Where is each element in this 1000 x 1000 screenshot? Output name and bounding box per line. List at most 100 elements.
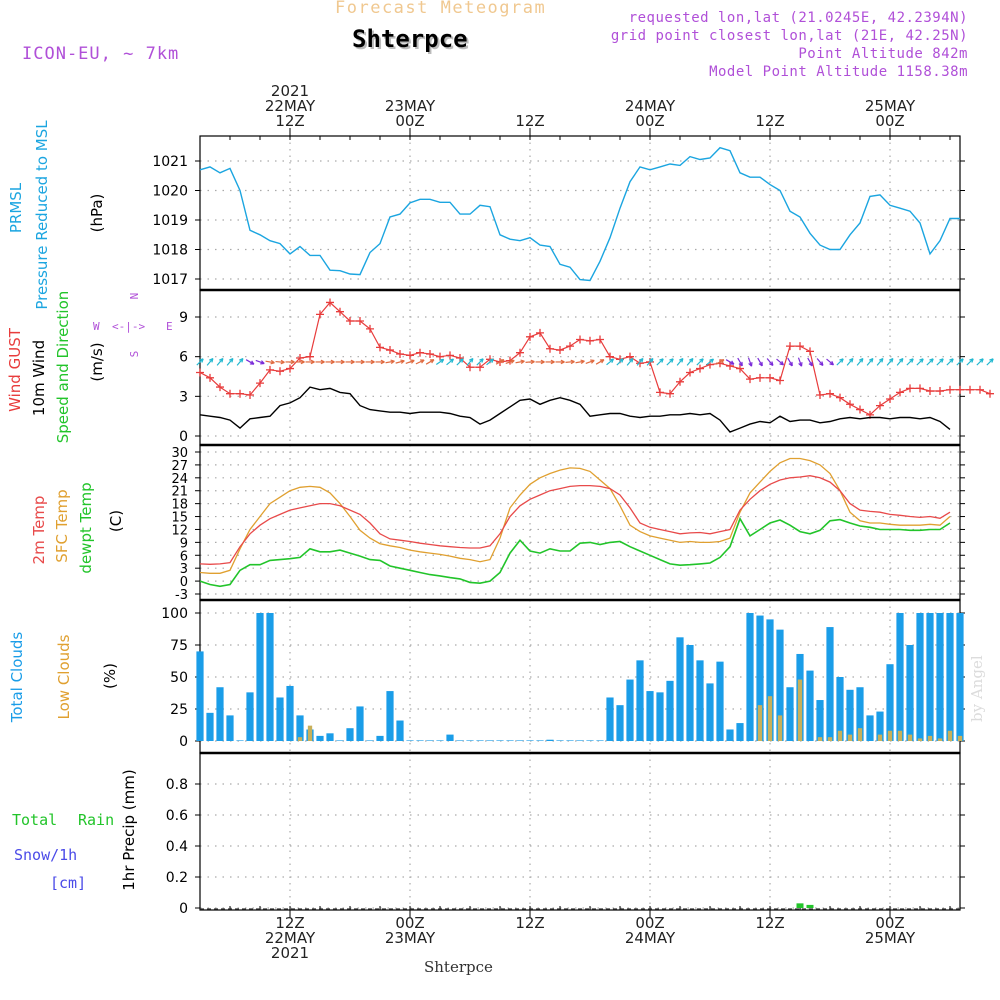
temp-unit: (C) [107,510,125,532]
low-cloud-bar [897,730,903,741]
compass-s: S [128,351,141,358]
wind-arrow [896,358,904,366]
wind-arrow [216,358,224,366]
wind-arrow [515,360,525,364]
x-tick-label: 00Z [875,914,904,932]
low-cloud-bar [847,734,853,741]
wind-arrow-head [530,359,535,365]
wind-arrow-head [638,357,644,363]
wind-arrow-head [400,359,405,364]
gust-marker [676,377,684,386]
gust-marker [736,364,744,373]
wind-arrow [255,359,265,365]
gust-marker [296,353,304,362]
wind-arrow-head [848,357,854,363]
low-cloud-bar [857,728,863,741]
wind-arrow [807,357,813,367]
sfc-temp-label: SFC Temp [53,489,71,562]
gust-marker [636,359,644,368]
gust-marker [856,405,864,414]
low-cloud-bar [307,725,313,741]
y-tick-label: 1020 [152,184,188,200]
gust-marker [596,335,604,344]
gust-marker [796,342,804,351]
total-cloud-bar [906,645,914,741]
total-cloud-bar [426,740,434,741]
gust-marker [316,310,324,319]
x-tick-label: 00Z [395,914,424,932]
wind-arrow [395,360,405,364]
total-cloud-bar [506,740,514,741]
y-tick-label: 21 [171,485,188,500]
wind-arrow-head [609,358,614,363]
low-cloud-bar [947,730,953,741]
total-cloud-bar [866,715,874,741]
wind-arrow [696,358,704,366]
gust-marker [396,350,404,359]
gust-marker [236,389,244,398]
wind-arrow [866,358,874,366]
wind-arrow [275,360,285,363]
wind-arrow-head [370,359,375,365]
gust-marker [366,324,374,333]
compass-e: E [166,320,173,333]
gust-marker [966,385,974,394]
wind-arrow [595,359,605,365]
wind-arrow [816,358,824,366]
gust-marker [876,401,884,410]
x-tick-label: 00Z [875,112,904,130]
x-tick-label: 25MAY [865,97,916,115]
gust-marker [926,387,934,396]
total-cloud-bar [766,619,774,741]
wind-arrow-head [738,361,743,367]
wind-arrow [446,358,454,366]
x-tick-label: 22MAY [265,929,316,947]
x-tick-label: 12Z [515,112,544,130]
wind-arrow-head [550,359,555,365]
y-tick-label: 6 [179,350,188,366]
wind-arrow [676,358,684,366]
x-tick-label: 00Z [635,914,664,932]
y-tick-label: 0 [179,734,188,750]
gust-marker [456,353,464,362]
wind-arrow-head [779,360,784,366]
wind-arrow [986,358,994,366]
total-cloud-bar [666,680,674,741]
wind-arrow-head [919,358,924,363]
wind-arrow-head [768,361,774,366]
temp-2m-line [199,475,951,565]
wind-arrow [856,358,864,366]
total-cloud-bar [786,687,794,741]
wind-arrow-head [648,357,654,363]
wind-arrow-head [468,357,474,363]
total-cloud-bar [616,705,624,741]
wind-arrow-head [560,359,565,365]
total-cloud-bar [516,740,524,741]
total-cloud-bar [896,613,904,741]
wind-arrow [456,358,464,366]
wind-arrow-head [429,359,435,364]
wind-arrow [236,358,244,366]
panel-frame [199,289,961,446]
total-cloud-bar [956,613,964,741]
wind-arrow [265,360,275,364]
total-cloud-bar [676,637,684,741]
x-tick-label: 12Z [755,112,784,130]
total-cloud-bar [696,660,704,741]
total-cloud-bar [586,740,594,741]
total-cloud-bar [776,629,784,741]
pressure-line [199,146,960,282]
wind-arrow [405,359,415,365]
x-tick-label: 2021 [271,82,309,100]
y-tick-label: 25 [170,702,188,718]
x-tick-label: 25MAY [865,929,916,947]
y-tick-label: 30 [171,446,188,461]
y-tick-label: 0 [180,575,188,590]
wind-arrow [826,358,834,366]
low-cloud-bar [757,705,763,741]
y-tick-label: 75 [170,638,188,654]
wind-arrow [846,358,854,366]
total-cloud-bar [196,651,204,741]
gust-marker [806,347,814,356]
x-tick-label: 00Z [635,112,664,130]
